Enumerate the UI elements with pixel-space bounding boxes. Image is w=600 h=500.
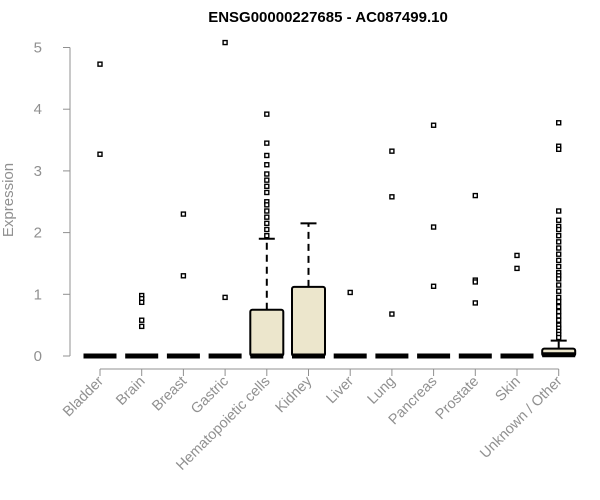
- outlier-point: [264, 214, 270, 220]
- outlier-point: [264, 140, 270, 146]
- outlier-point: [430, 122, 437, 128]
- y-axis-label: Expression: [0, 163, 17, 237]
- x-tick-label: Lung: [365, 374, 399, 408]
- outlier-point: [138, 299, 145, 306]
- outlier-point: [264, 232, 270, 239]
- box-group: [125, 292, 159, 359]
- box-group: [83, 61, 117, 359]
- outlier-point: [138, 323, 145, 330]
- outlier-point: [222, 294, 228, 301]
- box-group: [375, 148, 409, 359]
- outlier-point: [264, 162, 270, 168]
- outlier-point: [472, 300, 478, 306]
- outlier-point: [556, 294, 562, 301]
- outlier-point: [556, 217, 562, 223]
- chart-title: ENSG00000227685 - AC087499.10: [208, 9, 448, 26]
- outlier-point: [556, 303, 562, 310]
- y-tick-label: 3: [34, 163, 42, 180]
- box-group: [458, 192, 492, 359]
- outlier-point: [556, 146, 562, 153]
- outlier-point: [556, 251, 562, 257]
- outlier-point: [556, 276, 562, 282]
- outlier-point: [556, 299, 562, 305]
- outlier-point: [389, 194, 395, 200]
- outlier-point: [556, 120, 562, 126]
- outlier-point: [556, 257, 562, 264]
- outlier-point: [138, 317, 145, 323]
- box-group: [541, 120, 577, 358]
- x-tick-label: Breast: [149, 374, 190, 415]
- outlier-point: [514, 252, 520, 259]
- outlier-point: [556, 232, 562, 239]
- outlier-point: [389, 148, 395, 154]
- x-tick-label: Bladder: [60, 373, 107, 420]
- x-tick-label: Brain: [113, 374, 148, 409]
- outlier-point: [264, 152, 270, 159]
- outlier-point: [430, 224, 437, 230]
- box-group: [500, 252, 534, 359]
- outlier-point: [556, 282, 562, 288]
- outlier-point: [264, 177, 270, 183]
- outlier-point: [556, 334, 562, 341]
- outlier-point: [264, 111, 270, 117]
- outlier-point: [264, 189, 270, 196]
- box-iqr: [249, 308, 285, 358]
- box-group: [166, 211, 200, 359]
- outlier-point: [264, 202, 270, 208]
- y-tick-label: 0: [34, 348, 42, 365]
- outlier-point: [556, 313, 562, 319]
- box-group: [208, 39, 242, 359]
- outlier-point: [389, 311, 395, 317]
- y-tick-label: 1: [34, 286, 42, 303]
- x-tick-label: Liver: [323, 373, 357, 407]
- outlier-point: [264, 208, 270, 214]
- outlier-point: [556, 288, 562, 294]
- y-axis: 0 1 2 3 4 5: [34, 40, 71, 365]
- outlier-point: [347, 289, 353, 296]
- outlier-point: [556, 208, 562, 214]
- outlier-point: [264, 183, 270, 190]
- outlier-point: [556, 263, 562, 270]
- outlier-point: [556, 226, 562, 233]
- x-tick-label: Kidney: [273, 373, 316, 416]
- outlier-point: [222, 39, 228, 46]
- outlier-point: [472, 192, 478, 199]
- outlier-point: [97, 151, 103, 157]
- box-group: [333, 289, 367, 359]
- x-tick-label: Prostate: [433, 374, 482, 423]
- box-iqr: [291, 285, 326, 357]
- outlier-point: [264, 226, 270, 233]
- outlier-point: [430, 283, 437, 289]
- boxes-layer: [83, 39, 577, 359]
- outlier-point: [180, 273, 187, 279]
- outlier-point: [264, 171, 270, 177]
- y-tick-label: 2: [34, 225, 42, 242]
- box-group: [417, 122, 451, 359]
- outlier-point: [556, 317, 562, 323]
- y-tick-label: 4: [34, 101, 42, 118]
- outlier-point: [180, 211, 187, 217]
- outlier-point: [264, 220, 270, 227]
- outlier-point: [97, 61, 103, 67]
- outlier-point: [514, 265, 520, 272]
- outlier-point: [556, 239, 562, 245]
- box-group: [249, 111, 285, 359]
- y-tick-label: 5: [34, 40, 42, 57]
- x-tick-label: Skin: [493, 374, 524, 405]
- outlier-point: [472, 279, 478, 285]
- outlier-point: [556, 308, 562, 315]
- outlier-point: [556, 245, 562, 251]
- box-group: [291, 222, 326, 359]
